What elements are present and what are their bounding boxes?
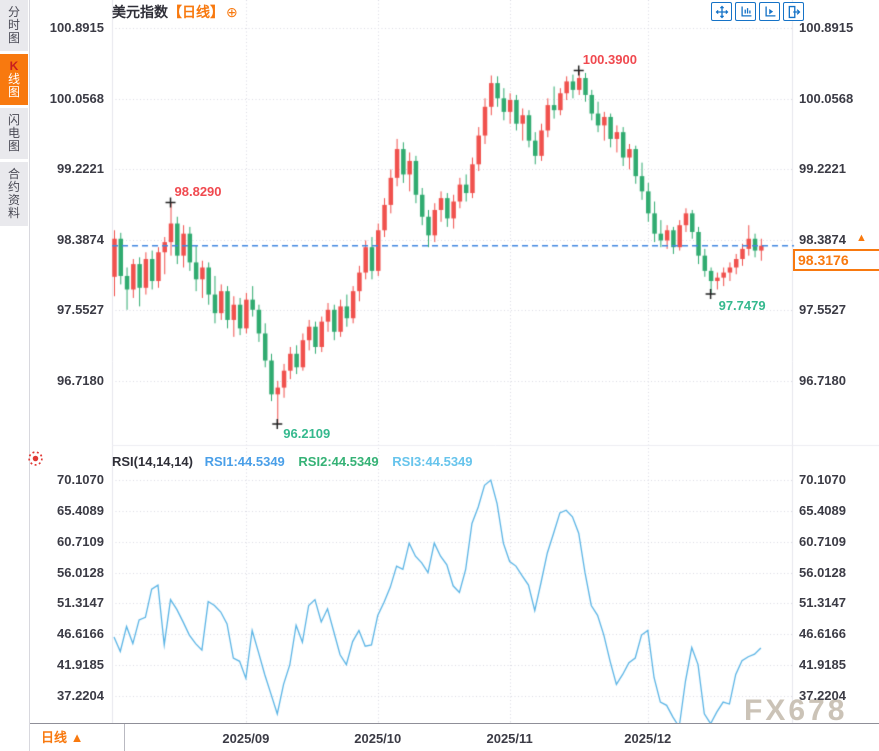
chart-toolbar (711, 2, 804, 21)
price-axis-label: 99.2221 (57, 161, 104, 177)
rsi-legend: RSI(14,14,14) RSI1:44.5349 RSI2:44.5349 … (112, 454, 473, 469)
rsi-axis-label: 60.7109 (799, 533, 846, 549)
indicator-settings-icon[interactable] (27, 450, 44, 472)
rsi-axis-label: 41.9185 (57, 657, 104, 673)
pan-tool-icon[interactable] (711, 2, 732, 21)
price-extreme-label: 100.3900 (582, 52, 637, 68)
period-label: 【日线】 (168, 4, 224, 20)
rsi-axis-label: 46.6166 (799, 626, 846, 642)
sidebar-tab-4[interactable]: 合约资料 (0, 162, 28, 226)
period-selector[interactable]: 日线 ▲ (29, 724, 125, 751)
price-axis-label: 99.2221 (799, 161, 846, 177)
rsi-name: RSI(14,14,14) (112, 454, 193, 469)
price-extreme-label: 97.7479 (718, 297, 766, 313)
price-axis-label: 100.0568 (799, 90, 854, 106)
price-axis-label: 97.5527 (57, 302, 104, 318)
price-axis-label: 97.5527 (799, 302, 846, 318)
rsi3-value: RSI3:44.5349 (392, 454, 473, 469)
rsi-axis-label: 56.0128 (57, 564, 104, 580)
rsi-axis-label: 46.6166 (57, 626, 104, 642)
rsi-axis-label: 56.0128 (799, 564, 846, 580)
rsi-axis-label: 37.2204 (57, 688, 104, 703)
rsi-axis-label: 70.1070 (799, 472, 846, 487)
date-label: 2025/12 (624, 731, 672, 746)
sidebar-tab-1[interactable]: 分时图 (0, 0, 28, 51)
rsi2-value: RSI2:44.5349 (298, 454, 379, 469)
rsi-axis-label: 41.9185 (799, 657, 846, 673)
price-axis-label: 96.7180 (799, 373, 846, 388)
rsi1-value: RSI1:44.5349 (204, 454, 285, 469)
symbol-name: 美元指数 (112, 4, 168, 20)
price-extreme-label: 98.8290 (174, 184, 222, 200)
rsi-axis-label: 51.3147 (57, 595, 104, 611)
current-price-box: 98.3176 (793, 248, 879, 271)
date-label: 2025/09 (222, 731, 270, 746)
chart-title: 美元指数【日线】 ⊕ (112, 2, 238, 22)
rsi-axis-label: 37.2204 (799, 688, 846, 703)
price-extreme-label: 96.2109 (283, 425, 331, 441)
price-axis-label: 100.0568 (49, 90, 104, 106)
date-label: 2025/10 (354, 731, 402, 746)
rsi-axis-label: 51.3147 (799, 595, 846, 611)
rsi-axis-label: 65.4089 (57, 502, 104, 518)
date-label: 2025/11 (486, 731, 533, 746)
price-axis-label: 100.8915 (799, 20, 854, 35)
rsi-axis-label: 70.1070 (57, 472, 104, 487)
add-indicator-icon[interactable]: ⊕ (226, 4, 238, 20)
price-axis-label: 98.3874 (799, 231, 846, 247)
rsi-axis-label: 65.4089 (799, 502, 846, 518)
axis-scale-icon[interactable] (735, 2, 756, 21)
sidebar-tab-3[interactable]: 闪电图 (0, 108, 28, 159)
axis-play-icon[interactable] (759, 2, 780, 21)
exit-chart-icon[interactable] (783, 2, 804, 21)
price-axis-label: 96.7180 (57, 373, 104, 388)
price-up-arrow-icon: ▲ (856, 231, 867, 244)
price-axis-label: 98.3874 (57, 231, 104, 247)
watermark: FX678 (744, 694, 848, 727)
price-axis-label: 100.8915 (49, 20, 104, 35)
time-axis-bar: 日线 ▲ 2025/09 2025/10 2025/11 2025/12 (29, 723, 879, 751)
rsi-axis-label: 60.7109 (57, 533, 104, 549)
